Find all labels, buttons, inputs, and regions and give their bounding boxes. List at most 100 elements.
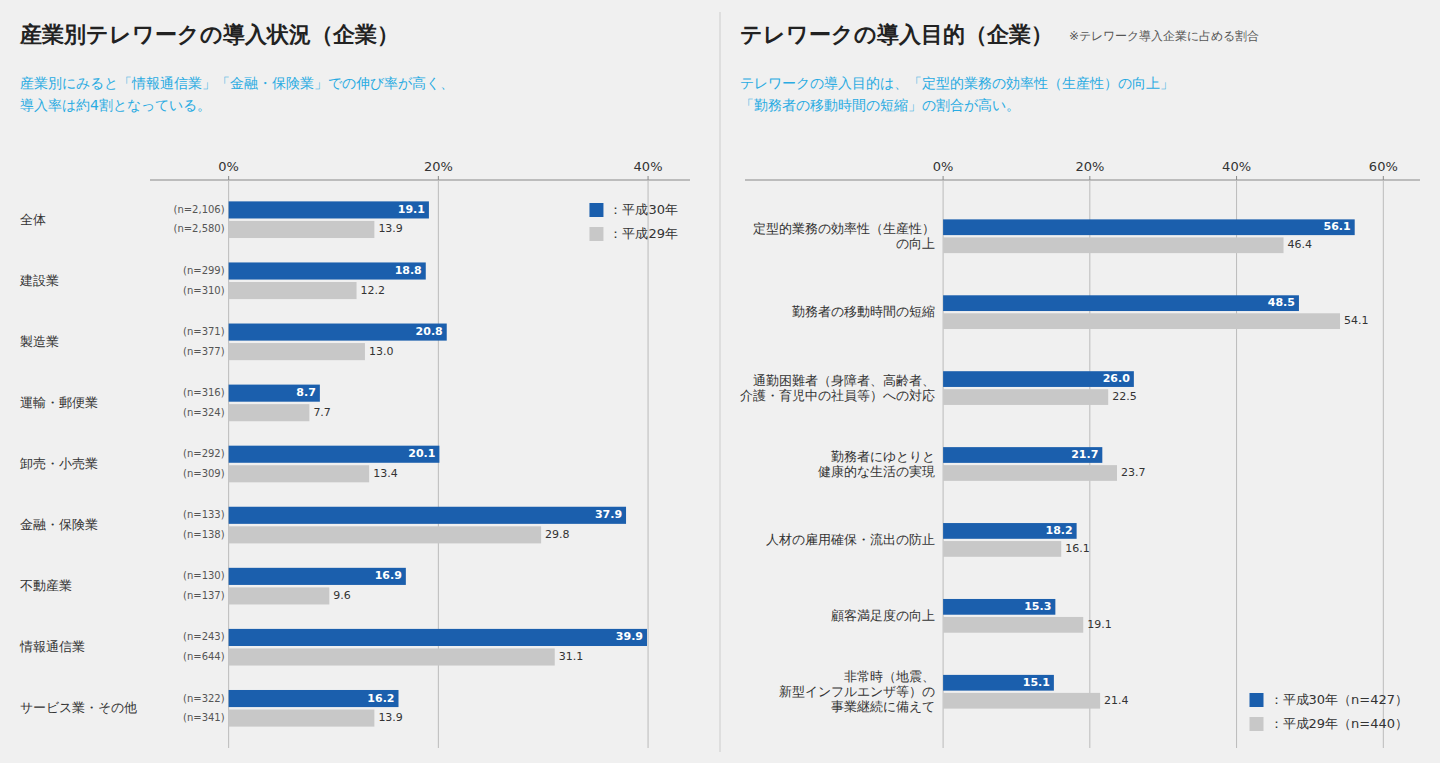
bar: [943, 389, 1108, 405]
sample-size: (n=644): [183, 651, 225, 662]
data-label: 22.5: [1112, 390, 1137, 403]
data-label: 12.2: [361, 284, 386, 297]
bar: [943, 675, 1054, 691]
data-label: 54.1: [1344, 314, 1369, 327]
legend-label: ：平成29年: [609, 226, 678, 241]
data-label: 15.1: [1023, 676, 1050, 689]
text-line: 勤務者にゆとりと: [831, 448, 935, 463]
text-line: 産業別にみると「情報通信業」「金融・保険業」での伸び率が高く、: [20, 75, 454, 91]
bar: [943, 617, 1083, 633]
data-label: 16.1: [1065, 542, 1090, 555]
bars: [943, 219, 1355, 708]
data-label: 31.1: [559, 650, 584, 663]
sample-size: (n=137): [183, 590, 225, 601]
bar: [943, 447, 1102, 463]
bar: [229, 262, 426, 279]
bar: [943, 313, 1340, 329]
bars: [229, 201, 647, 726]
bar: [943, 371, 1134, 387]
category-label: 金融・保険業: [20, 517, 98, 532]
bar: [229, 465, 370, 482]
bar: [229, 710, 375, 727]
subtitle: 産業別にみると「情報通信業」「金融・保険業」での伸び率が高く、導入率は約4割とな…: [20, 75, 454, 113]
text-line: 建設業: [19, 272, 59, 287]
category-label: 顧客満足度の向上: [831, 607, 935, 622]
data-label: 26.0: [1103, 372, 1130, 385]
text-line: 新型インフルエンザ等）の: [779, 683, 935, 698]
sample-size: (n=310): [183, 285, 225, 296]
category-label: 不動産業: [20, 578, 72, 593]
grid-line: [1236, 180, 1237, 748]
bar: [229, 404, 310, 421]
sample-size: (n=377): [183, 346, 225, 357]
tick-label: 0%: [218, 159, 239, 174]
sample-size: (n=309): [183, 468, 225, 479]
data-label: 15.3: [1024, 600, 1051, 613]
labels: 定型的業務の効率性（生産性）の向上勤務者の移動時間の短縮通勤困難者（身障者、高齢…: [740, 220, 1368, 713]
grid-line: [1089, 180, 1090, 748]
chart: 産業別テレワークの導入状況（企業）産業別にみると「情報通信業」「金融・保険業」で…: [19, 22, 690, 748]
category-label: サービス業・その他: [20, 700, 137, 715]
legend-label: ：平成30年: [609, 202, 678, 217]
text-line: の向上: [896, 235, 935, 250]
category-label: 非常時（地震、新型インフルエンザ等）の事業継続に備えて: [779, 668, 935, 713]
data-label: 19.1: [1087, 618, 1112, 631]
legend-swatch: [1250, 717, 1264, 731]
data-label: 13.9: [378, 711, 403, 724]
bar: [229, 385, 320, 402]
category-label: 勤務者にゆとりと健康的な生活の実現: [818, 448, 935, 478]
data-label: 21.7: [1071, 448, 1098, 461]
bar: [229, 343, 365, 360]
category-label: 情報通信業: [19, 639, 85, 654]
text-line: 金融・保険業: [20, 517, 98, 532]
sample-size: (n=138): [183, 529, 225, 540]
sample-size: (n=292): [183, 448, 225, 459]
data-label: 20.8: [416, 325, 443, 338]
bar: [943, 693, 1100, 709]
bar: [229, 201, 429, 218]
category-label: 定型的業務の効率性（生産性）の向上: [753, 220, 935, 250]
bar: [943, 523, 1077, 539]
text-line: 通勤困難者（身障者、高齢者、: [753, 372, 935, 387]
text-line: 不動産業: [20, 578, 72, 593]
bar: [229, 507, 626, 524]
tick-label: 20%: [424, 159, 453, 174]
sample-size: (n=299): [183, 265, 225, 276]
text-line: 定型的業務の効率性（生産性）: [753, 220, 935, 235]
text-line: 顧客満足度の向上: [831, 607, 935, 622]
legend: ：平成30年（n=427）：平成29年（n=440）: [1250, 692, 1409, 732]
text-line: 介護・育児中の社員等）への対応: [740, 387, 935, 402]
legend-swatch: [589, 227, 603, 241]
data-label: 18.8: [395, 264, 422, 277]
bar: [943, 237, 1283, 253]
sample-size: (n=243): [183, 631, 225, 642]
tick-label: 60%: [1369, 159, 1398, 174]
tick: [228, 176, 229, 180]
text-line: 事業継続に備えて: [831, 698, 935, 713]
text-line: 卸売・小売業: [20, 456, 98, 471]
bar: [943, 599, 1055, 615]
category-label: 全体: [20, 211, 46, 226]
data-label: 13.4: [373, 467, 398, 480]
x-axis-line: [150, 180, 690, 181]
category-label: 人材の雇用確保・流出の防止: [766, 531, 935, 546]
legend-swatch: [1250, 693, 1264, 707]
text-line: 健康的な生活の実現: [818, 463, 935, 478]
tick-label: 40%: [634, 159, 663, 174]
bar: [229, 446, 440, 463]
legend: ：平成30年 ：平成29年: [589, 202, 678, 242]
text-line: 運輸・郵便業: [20, 394, 98, 409]
sample-size: (n=341): [183, 712, 225, 723]
figure: 産業別テレワークの導入状況（企業）産業別にみると「情報通信業」「金融・保険業」で…: [0, 0, 1440, 763]
data-label: 9.6: [333, 589, 351, 602]
grid-line: [943, 180, 944, 748]
data-label: 13.0: [369, 345, 394, 358]
data-label: 7.7: [313, 406, 331, 419]
bar: [943, 219, 1355, 235]
text-line: 情報通信業: [19, 639, 85, 654]
data-label: 48.5: [1268, 296, 1295, 309]
data-label: 21.4: [1104, 694, 1129, 707]
labels: 全体建設業製造業運輸・郵便業卸売・小売業金融・保険業不動産業情報通信業サービス業…: [19, 203, 643, 724]
tick-label: 20%: [1075, 159, 1104, 174]
category-label: 卸売・小売業: [20, 456, 98, 471]
